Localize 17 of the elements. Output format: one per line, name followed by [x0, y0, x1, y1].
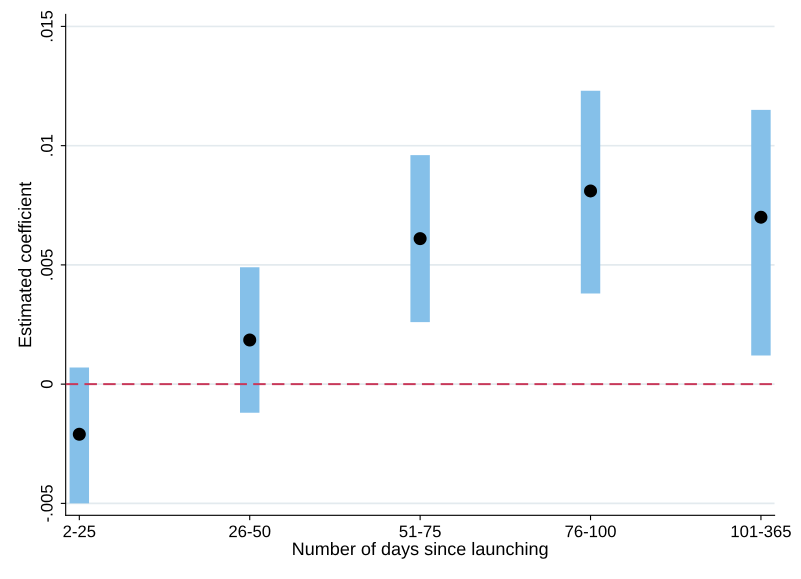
y-tick-label: .015 [40, 10, 53, 42]
x-tick-label: 26-50 [229, 525, 270, 538]
x-tick-label: 101-365 [732, 525, 791, 538]
y-tick-label: -.005 [40, 485, 53, 522]
point [754, 210, 768, 224]
x-axis-title: Number of days since launching [293, 542, 548, 559]
x-tick-label: 51-75 [399, 526, 441, 538]
point [72, 428, 86, 441]
x-tick-label: 76-100 [565, 525, 616, 538]
y-tick-label: 0 [40, 380, 53, 388]
point [414, 232, 427, 246]
x-tick-label: 2-25 [63, 525, 96, 538]
y-axis-title: Estimated coefficient [18, 182, 32, 347]
y-tick-label: .01 [40, 134, 53, 156]
point [584, 184, 598, 198]
point [243, 334, 256, 347]
y-tick-label: .005 [40, 249, 53, 280]
